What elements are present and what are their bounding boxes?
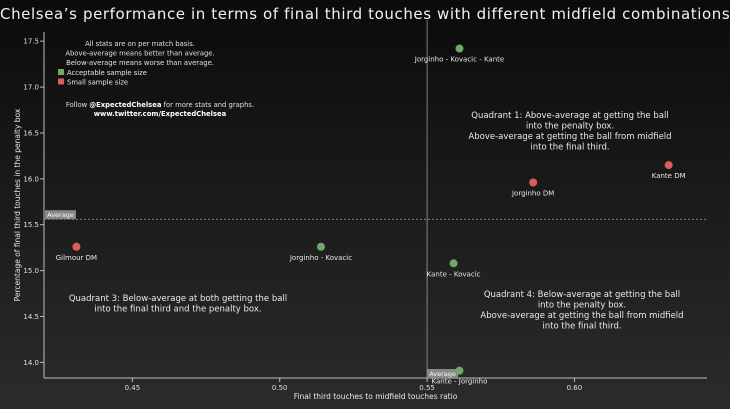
y-tick-label: 15.0 — [23, 267, 39, 275]
data-point — [316, 242, 325, 251]
note-line: All stats are on per match basis. — [85, 40, 195, 48]
data-point — [455, 366, 464, 375]
quadrant-q3-line: Quadrant 3: Below-average at both gettin… — [69, 294, 287, 304]
quadrant-q4-line: Above-average at getting the ball from m… — [480, 311, 683, 321]
data-point-label: Jorginho - Kovacic — [289, 254, 352, 262]
quadrant-q3-line: into the final third and the penalty box… — [94, 305, 261, 315]
y-tick-label: 17.0 — [23, 84, 39, 92]
axes: 0.45 0.50 0.55 0.60 14.0 14.5 15.0 15.5 16.0 16.5… — [13, 32, 707, 401]
x-tick-label: 0.60 — [567, 384, 583, 392]
chart-title: Chelsea’s performance in terms of final … — [0, 5, 730, 23]
data-point — [529, 178, 538, 187]
quadrant-q4-line: into the final third. — [542, 322, 621, 332]
quadrant-q1-line: Quadrant 1: Above-average at getting the… — [471, 111, 668, 121]
legend-swatch — [58, 78, 64, 85]
data-point-label: Jorginho - Kovacic - Kante — [414, 56, 504, 64]
quadrant-q1-line: into the final third. — [530, 143, 609, 153]
x-axis-label: Final third touches to midfield touches … — [294, 392, 458, 401]
x-tick-label: 0.55 — [419, 384, 435, 392]
data-point — [72, 242, 81, 251]
data-point-label: Kante - Kovacic — [427, 270, 481, 278]
x-tick-label: 0.50 — [272, 384, 288, 392]
average-y-label: Average — [47, 211, 74, 219]
follow-handle: @ExpectedChelsea — [89, 101, 161, 109]
follow-text: Follow @ExpectedChelsea for more stats a… — [66, 101, 254, 109]
y-tick-label: 16.5 — [23, 129, 39, 137]
data-point-label: Kante DM — [652, 172, 686, 180]
y-tick-label: 14.5 — [23, 313, 39, 321]
average-x-label: Average — [429, 370, 456, 378]
follow-suffix: for more stats and graphs. — [161, 101, 254, 109]
data-point-label: Kante - Jorginho — [432, 378, 488, 386]
data-points: Jorginho - Kovacic - Kante Kante DM Jorgin… — [56, 44, 686, 386]
data-point-label: Jorginho DM — [511, 190, 554, 198]
quadrant-q1-line: into the penalty box. — [526, 122, 614, 132]
data-point-label: Gilmour DM — [56, 254, 97, 262]
note-line: Below-average means worse than average. — [66, 59, 214, 67]
data-point — [449, 259, 458, 268]
quadrant-q1-line: Above-average at getting the ball from m… — [468, 132, 671, 142]
follow-url: www.twitter.com/ExpectedChelsea — [94, 110, 227, 118]
legend-swatch — [58, 69, 64, 75]
data-point — [664, 161, 673, 170]
follow-prefix: Follow — [66, 101, 89, 109]
y-tick-label: 17.5 — [23, 38, 39, 46]
data-point — [455, 44, 464, 53]
note-line: Above-average means better than average. — [65, 50, 214, 58]
legend-label: Acceptable sample size — [67, 69, 147, 77]
average-lines: Average Average — [44, 20, 707, 378]
quadrant-q4-line: Quadrant 4: Below-average at getting the… — [484, 290, 680, 300]
y-tick-label: 15.5 — [23, 221, 39, 229]
y-axis-label: Percentage of final third touches in the… — [13, 108, 22, 301]
average-x-badge — [427, 369, 459, 378]
x-tick-label: 0.45 — [125, 384, 141, 392]
quadrant-q4-line: into the penalty box. — [538, 301, 626, 311]
legend-label: Small sample size — [67, 79, 128, 87]
annotations: All stats are on per match basis. Above-a… — [58, 40, 684, 332]
average-y-badge — [45, 210, 76, 220]
y-tick-label: 16.0 — [23, 175, 39, 183]
y-tick-label: 14.0 — [23, 359, 39, 367]
